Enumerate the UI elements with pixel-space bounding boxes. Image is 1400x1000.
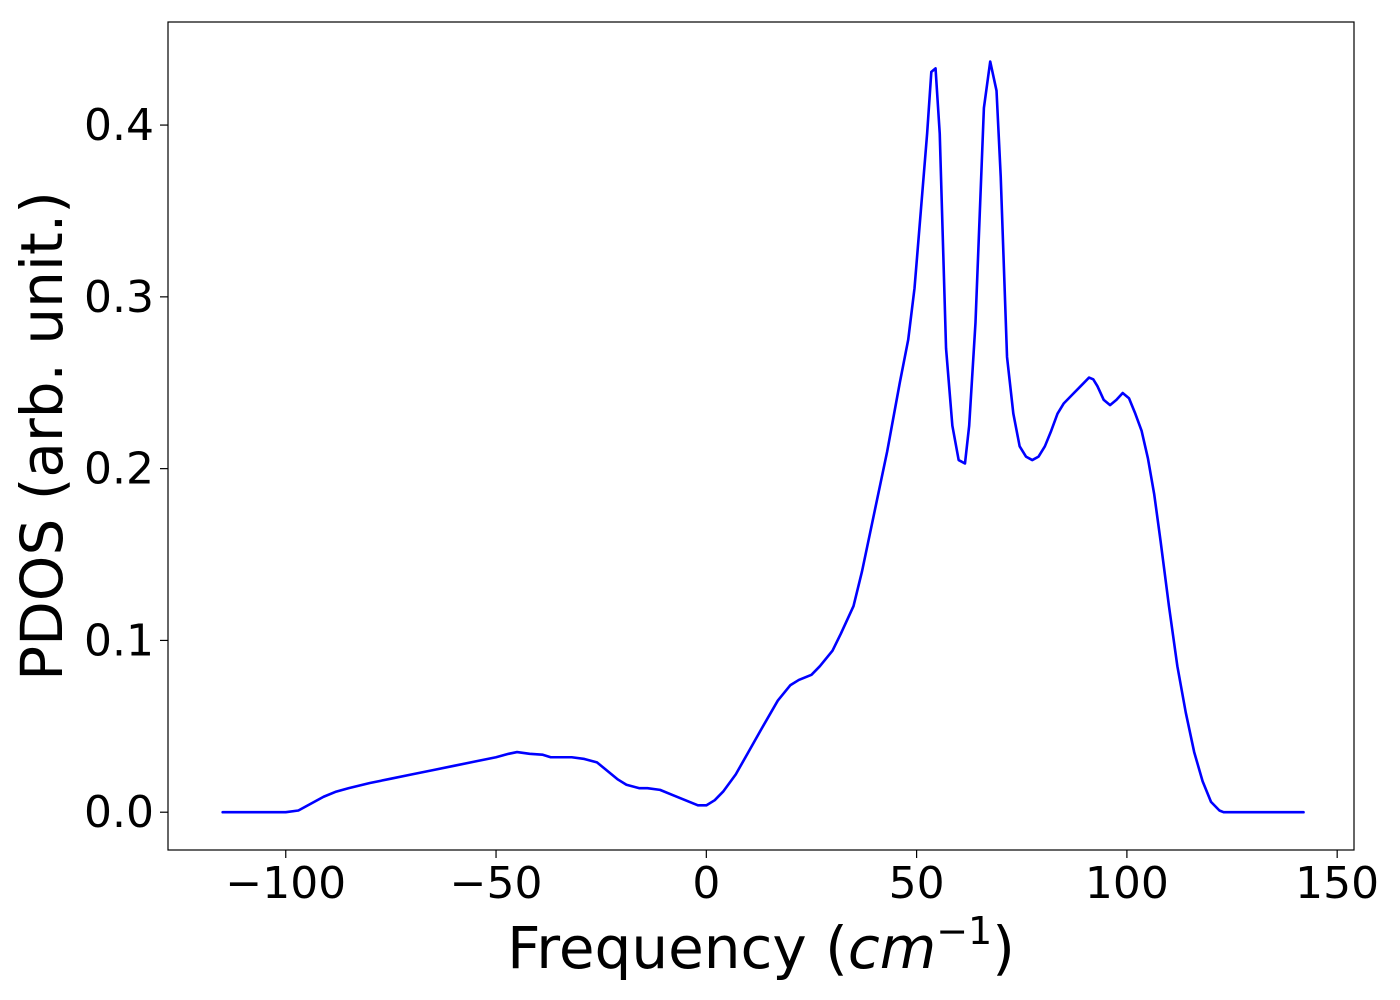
x-tick-label: −50: [450, 858, 543, 909]
y-tick-label: 0.2: [84, 444, 154, 495]
y-tick-label: 0.3: [84, 272, 154, 323]
plot-frame: [167, 21, 1355, 851]
x-tick-label: 150: [1295, 858, 1379, 909]
pdos-series-line: [221, 60, 1305, 814]
plot-background: [168, 22, 1354, 850]
y-tick-label: 0.4: [84, 100, 154, 151]
x-tick-label: −100: [225, 858, 346, 909]
x-tick-label: 100: [1085, 858, 1169, 909]
y-tick-label: 0.0: [84, 787, 154, 838]
x-tick-label: 0: [692, 858, 720, 909]
x-axis-label: Frequency (cm−1): [507, 909, 1015, 982]
data-series: [221, 60, 1305, 814]
y-axis-label: PDOS (arb. unit.): [8, 191, 76, 681]
y-tick-label: 0.1: [84, 615, 154, 666]
x-tick-label: 50: [889, 858, 945, 909]
axis-ticks: −100 −50 0 50 100 150 0.0 0.1 0.2 0.3 0.4: [84, 100, 1379, 909]
